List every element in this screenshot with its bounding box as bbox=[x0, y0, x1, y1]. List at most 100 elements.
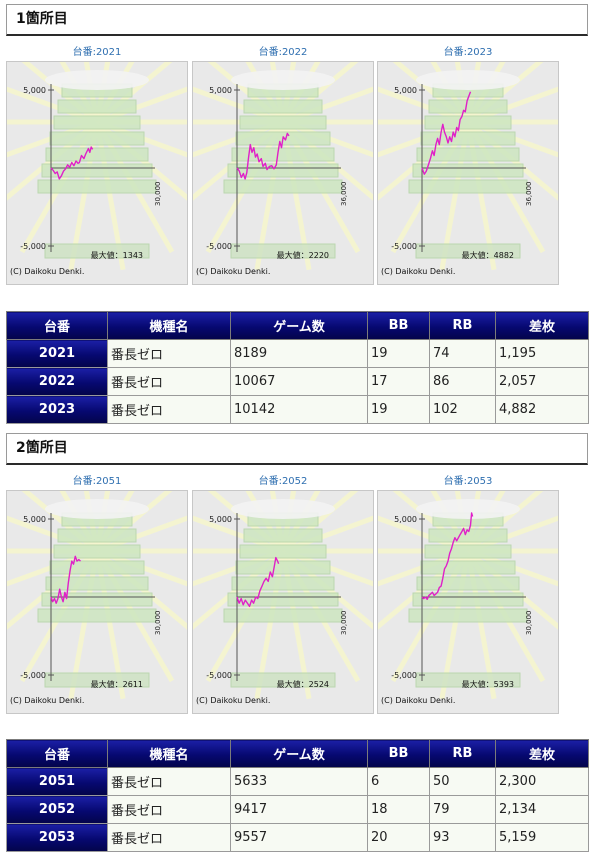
slump-graph: 5,000 -5,000 30,000 最大値：5393 (C) Daikoku Den… bbox=[377, 490, 559, 714]
background-tower bbox=[223, 499, 343, 688]
graph-svg: 5,000 -5,000 30,000 最大値：2524 (C) Daikoku Den… bbox=[193, 491, 373, 705]
machine-number-cell[interactable]: 2053 bbox=[6, 823, 108, 852]
section-2-graphs: 台番:2051 5,000 -5,000 30,000 最大値：2611 (C) Dai… bbox=[6, 475, 584, 714]
table-row: 2052 番長ゼロ 9417 18 79 2,134 bbox=[6, 795, 589, 824]
rb-cell: 102 bbox=[429, 395, 496, 424]
background-tower bbox=[37, 499, 157, 688]
model-cell: 番長ゼロ bbox=[107, 767, 231, 796]
table-row: 2023 番長ゼロ 10142 19 102 4,882 bbox=[6, 395, 589, 424]
x-axis-max-label: 30,000 bbox=[154, 182, 162, 207]
diff-cell: 1,195 bbox=[495, 339, 589, 368]
graph-machine-label[interactable]: 台番:2021 bbox=[72, 47, 122, 58]
games-cell: 9417 bbox=[230, 795, 368, 824]
diff-cell: 4,882 bbox=[495, 395, 589, 424]
background-tower bbox=[37, 70, 157, 259]
graph-svg: 5,000 -5,000 30,000 最大値：2611 (C) Daikoku Den… bbox=[7, 491, 187, 705]
section-2-title: 2箇所目 bbox=[6, 433, 588, 465]
table-row: 2051 番長ゼロ 5633 6 50 2,300 bbox=[6, 767, 589, 796]
graph-machine-label[interactable]: 台番:2052 bbox=[258, 476, 308, 487]
machine-number-cell[interactable]: 2051 bbox=[6, 767, 108, 796]
background-tower bbox=[408, 70, 528, 259]
diff-cell: 2,300 bbox=[495, 767, 589, 796]
machine-number-cell[interactable]: 2022 bbox=[6, 367, 108, 396]
table-header-row: 台番 機種名 ゲーム数 BB RB 差枚 bbox=[6, 739, 589, 768]
y-axis-max-label: 5,000 bbox=[209, 86, 232, 95]
column-header-bb: BB bbox=[367, 311, 430, 340]
games-cell: 10142 bbox=[230, 395, 368, 424]
section-1-title: 1箇所目 bbox=[6, 4, 588, 36]
column-header-diff: 差枚 bbox=[495, 311, 589, 340]
graph-card[interactable]: 台番:2021 5,000 -5,000 30,000 最大値：1343 (C) Dai… bbox=[6, 46, 188, 285]
x-axis-max-label: 36,000 bbox=[340, 182, 348, 207]
column-header-diff: 差枚 bbox=[495, 739, 589, 768]
diff-cell: 2,134 bbox=[495, 795, 589, 824]
rb-cell: 93 bbox=[429, 823, 496, 852]
column-header-model: 機種名 bbox=[107, 739, 231, 768]
bb-cell: 17 bbox=[367, 367, 430, 396]
max-value-label: 最大値：1343 bbox=[91, 250, 143, 260]
machine-number-cell[interactable]: 2052 bbox=[6, 795, 108, 824]
copyright-label: (C) Daikoku Denki. bbox=[10, 267, 84, 276]
bb-cell: 19 bbox=[367, 339, 430, 368]
background-tower bbox=[408, 499, 528, 688]
y-axis-min-label: -5,000 bbox=[206, 242, 232, 251]
graph-machine-label[interactable]: 台番:2051 bbox=[72, 476, 122, 487]
copyright-label: (C) Daikoku Denki. bbox=[10, 696, 84, 705]
games-cell: 9557 bbox=[230, 823, 368, 852]
column-header-bb: BB bbox=[367, 739, 430, 768]
graph-card[interactable]: 台番:2051 5,000 -5,000 30,000 最大値：2611 (C) Dai… bbox=[6, 475, 188, 714]
model-cell: 番長ゼロ bbox=[107, 795, 231, 824]
slump-graph: 5,000 -5,000 36,000 最大値：4882 (C) Daikoku Den… bbox=[377, 61, 559, 285]
y-axis-min-label: -5,000 bbox=[391, 242, 417, 251]
rb-cell: 79 bbox=[429, 795, 496, 824]
max-value-label: 最大値：2220 bbox=[277, 250, 329, 260]
diff-cell: 5,159 bbox=[495, 823, 589, 852]
bb-cell: 19 bbox=[367, 395, 430, 424]
slump-graph: 5,000 -5,000 36,000 最大値：2220 (C) Daikoku Den… bbox=[192, 61, 374, 285]
column-header-games: ゲーム数 bbox=[230, 739, 368, 768]
graph-card[interactable]: 台番:2022 5,000 -5,000 36,000 最大値：2220 (C) Dai… bbox=[192, 46, 374, 285]
slump-line bbox=[421, 512, 474, 601]
column-header-number: 台番 bbox=[6, 739, 108, 768]
column-header-model: 機種名 bbox=[107, 311, 231, 340]
slump-line bbox=[236, 132, 290, 180]
table-row: 2022 番長ゼロ 10067 17 86 2,057 bbox=[6, 367, 589, 396]
graph-card[interactable]: 台番:2053 5,000 -5,000 30,000 最大値：5393 (C) Dai… bbox=[377, 475, 559, 714]
graph-machine-label[interactable]: 台番:2022 bbox=[258, 47, 308, 58]
slump-graph: 5,000 -5,000 30,000 最大値：2524 (C) Daikoku Den… bbox=[192, 490, 374, 714]
column-header-games: ゲーム数 bbox=[230, 311, 368, 340]
x-axis-max-label: 36,000 bbox=[525, 182, 533, 207]
diff-cell: 2,057 bbox=[495, 367, 589, 396]
slump-line bbox=[50, 146, 94, 180]
graph-svg: 5,000 -5,000 30,000 最大値：1343 (C) Daikoku Den… bbox=[7, 62, 187, 276]
y-axis-max-label: 5,000 bbox=[394, 515, 417, 524]
table-header-row: 台番 機種名 ゲーム数 BB RB 差枚 bbox=[6, 311, 589, 340]
graph-card[interactable]: 台番:2023 5,000 -5,000 36,000 最大値：4882 (C) Dai… bbox=[377, 46, 559, 285]
table-row: 2053 番長ゼロ 9557 20 93 5,159 bbox=[6, 823, 589, 852]
section-2-table: 台番 機種名 ゲーム数 BB RB 差枚 2051 番長ゼロ 5633 6 50… bbox=[6, 739, 589, 852]
machine-number-cell[interactable]: 2021 bbox=[6, 339, 108, 368]
max-value-label: 最大値：2524 bbox=[277, 679, 329, 689]
column-header-rb: RB bbox=[429, 311, 496, 340]
table-row: 2021 番長ゼロ 8189 19 74 1,195 bbox=[6, 339, 589, 368]
slump-graph: 5,000 -5,000 30,000 最大値：2611 (C) Daikoku Den… bbox=[6, 490, 188, 714]
x-axis-max-label: 30,000 bbox=[525, 611, 533, 636]
graph-svg: 5,000 -5,000 36,000 最大値：2220 (C) Daikoku Den… bbox=[193, 62, 373, 276]
bb-cell: 18 bbox=[367, 795, 430, 824]
machine-number-cell[interactable]: 2023 bbox=[6, 395, 108, 424]
graph-machine-label[interactable]: 台番:2023 bbox=[443, 47, 493, 58]
y-axis-max-label: 5,000 bbox=[23, 86, 46, 95]
max-value-label: 最大値：2611 bbox=[91, 679, 143, 689]
model-cell: 番長ゼロ bbox=[107, 339, 231, 368]
model-cell: 番長ゼロ bbox=[107, 823, 231, 852]
y-axis-min-label: -5,000 bbox=[391, 671, 417, 680]
graph-svg: 5,000 -5,000 36,000 最大値：4882 (C) Daikoku Den… bbox=[378, 62, 558, 276]
graph-machine-label[interactable]: 台番:2053 bbox=[443, 476, 493, 487]
y-axis-max-label: 5,000 bbox=[23, 515, 46, 524]
bb-cell: 6 bbox=[367, 767, 430, 796]
section-1-table: 台番 機種名 ゲーム数 BB RB 差枚 2021 番長ゼロ 8189 19 7… bbox=[6, 311, 589, 424]
rb-cell: 74 bbox=[429, 339, 496, 368]
games-cell: 10067 bbox=[230, 367, 368, 396]
graph-card[interactable]: 台番:2052 5,000 -5,000 30,000 最大値：2524 (C) Dai… bbox=[192, 475, 374, 714]
graph-svg: 5,000 -5,000 30,000 最大値：5393 (C) Daikoku Den… bbox=[378, 491, 558, 705]
